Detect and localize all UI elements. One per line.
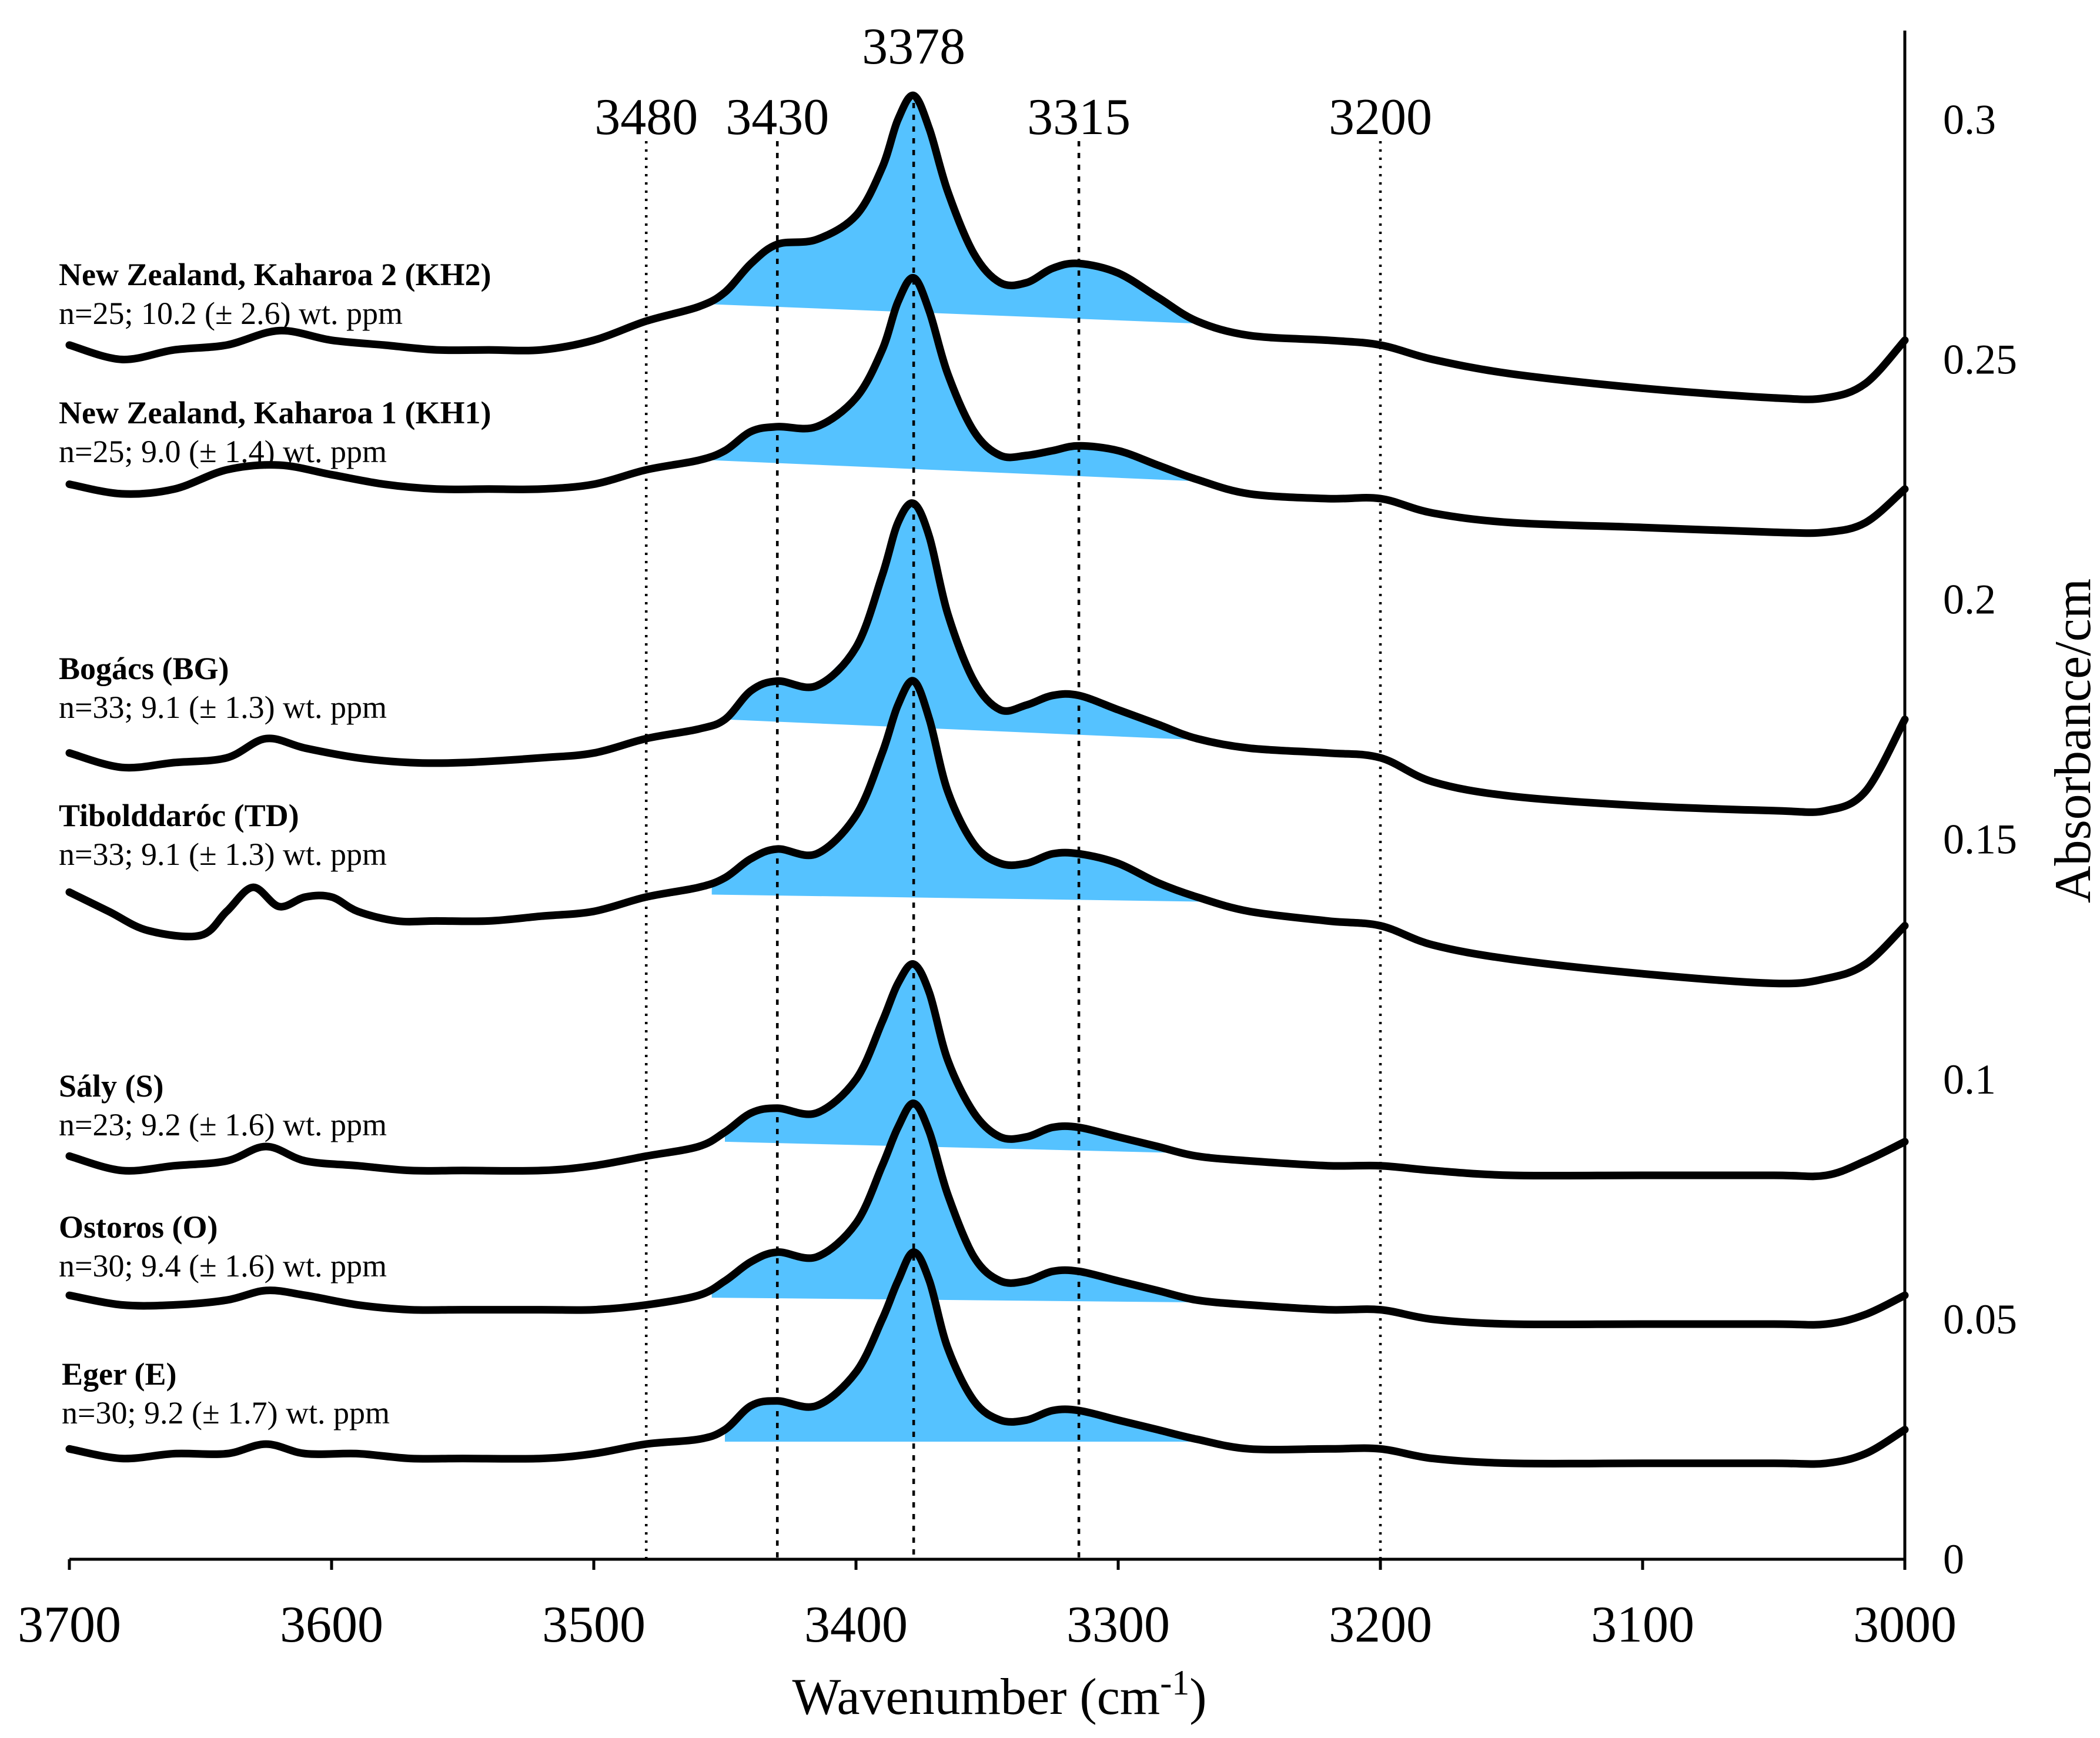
x-axis-title: Wavenumber (cm-1): [792, 1663, 1206, 1726]
sample-labels-layer: New Zealand, Kaharoa 2 (KH2) n=25; 10.2 (…: [59, 257, 491, 1430]
sample-info-label: n=25; 10.2 (± 2.6) wt. ppm: [59, 296, 403, 331]
reference-line-label-3480: 3480: [594, 89, 698, 146]
ticks-layer: 3700 3600 3500 3400 3300 3200 3100 3000 0 0.05 0.1…: [18, 96, 2017, 1653]
peak-fill-area: [725, 1252, 1223, 1445]
sample-info-label: n=25; 9.0 (± 1.4) wt. ppm: [59, 434, 387, 469]
spectrum-line: [65, 274, 1909, 537]
axes-layer: [69, 31, 1907, 1561]
sample-name-label: Sály (S): [59, 1068, 164, 1104]
sample-name-label: New Zealand, Kaharoa 1 (KH1): [59, 395, 491, 430]
sample-info-label: n=30; 9.2 (± 1.7) wt. ppm: [62, 1395, 390, 1430]
x-tick-label: 3600: [280, 1596, 383, 1653]
spectrum-line: [65, 91, 1909, 403]
peak-fill-area: [711, 1107, 1210, 1303]
peak-fill-area: [711, 282, 1210, 483]
spectrum-line: [65, 1248, 1909, 1468]
y-tick-label: 0.2: [1943, 576, 1996, 623]
sample-name-label: Eger (E): [62, 1356, 176, 1392]
spectra-layer: [65, 91, 1909, 1468]
y-axis-title: Absorbance/cm: [2045, 579, 2100, 903]
reference-line-label-3315: 3315: [1027, 89, 1131, 146]
spectrum-line: [65, 499, 1909, 816]
x-tick-label: 3200: [1329, 1596, 1432, 1653]
y-tick-label: 0.3: [1943, 96, 1996, 143]
x-tick-label: 3500: [542, 1596, 646, 1653]
sample-info-label: n=33; 9.1 (± 1.3) wt. ppm: [59, 690, 387, 725]
y-tick-label: 0.05: [1943, 1296, 2017, 1343]
x-tick-label: 3000: [1853, 1596, 1957, 1653]
x-tick-label: 3300: [1066, 1596, 1170, 1653]
y-tick-label: 0.15: [1943, 816, 2017, 863]
peak-fill-area: [725, 503, 1223, 744]
y-tick-label: 0: [1943, 1536, 1964, 1583]
sample-info-label: n=33; 9.1 (± 1.3) wt. ppm: [59, 837, 387, 872]
spectrum-line: [65, 1099, 1909, 1329]
sample-name-label: Ostoros (O): [59, 1209, 218, 1245]
spectrum-line: [65, 960, 1909, 1181]
peak-fill-area: [725, 964, 1210, 1157]
x-tick-label: 3400: [804, 1596, 908, 1653]
sample-name-label: Tibolddaróc (TD): [59, 798, 299, 833]
x-tick-label: 3100: [1591, 1596, 1694, 1653]
reference-line-label-3378: 3378: [862, 18, 965, 75]
reference-line-label-3200: 3200: [1329, 89, 1432, 146]
peak-fill-area: [711, 685, 1210, 902]
sample-info-label: n=30; 9.4 (± 1.6) wt. ppm: [59, 1248, 387, 1284]
reference-line-label-3430: 3430: [725, 89, 829, 146]
sample-info-label: n=23; 9.2 (± 1.6) wt. ppm: [59, 1107, 387, 1142]
y-tick-label: 0.25: [1943, 336, 2017, 383]
sample-name-label: Bogács (BG): [59, 651, 229, 686]
y-tick-label: 0.1: [1943, 1056, 1996, 1103]
sample-name-label: New Zealand, Kaharoa 2 (KH2): [59, 257, 491, 292]
reference-lines-layer: 3480 3430 3378 3315 3200: [594, 18, 1432, 1559]
x-tick-label: 3700: [18, 1596, 121, 1653]
spectrum-line: [65, 677, 1909, 988]
